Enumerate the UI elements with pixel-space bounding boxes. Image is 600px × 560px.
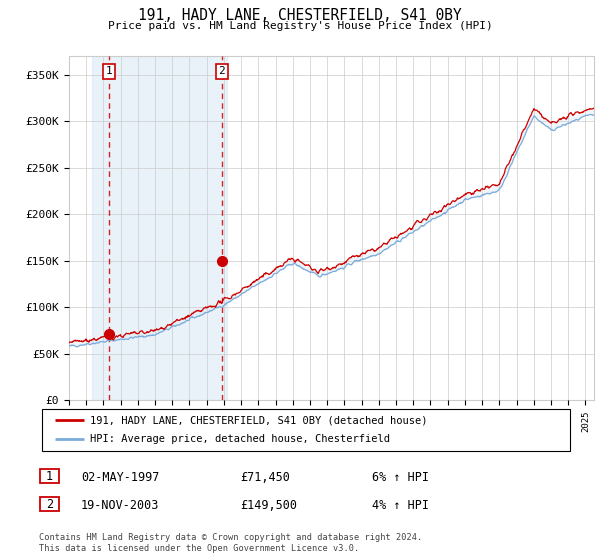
Text: 1: 1 xyxy=(46,469,53,483)
Text: 1: 1 xyxy=(106,67,112,77)
Text: 191, HADY LANE, CHESTERFIELD, S41 0BY (detached house): 191, HADY LANE, CHESTERFIELD, S41 0BY (d… xyxy=(89,415,427,425)
Text: 6% ↑ HPI: 6% ↑ HPI xyxy=(372,470,429,484)
Text: 2: 2 xyxy=(46,497,53,511)
Text: 191, HADY LANE, CHESTERFIELD, S41 0BY: 191, HADY LANE, CHESTERFIELD, S41 0BY xyxy=(138,8,462,24)
Text: HPI: Average price, detached house, Chesterfield: HPI: Average price, detached house, Ches… xyxy=(89,435,389,445)
Text: 4% ↑ HPI: 4% ↑ HPI xyxy=(372,498,429,512)
Bar xyxy=(92,56,227,400)
Text: £149,500: £149,500 xyxy=(240,498,297,512)
Text: £71,450: £71,450 xyxy=(240,470,290,484)
Text: Contains HM Land Registry data © Crown copyright and database right 2024.
This d: Contains HM Land Registry data © Crown c… xyxy=(39,533,422,553)
Text: 19-NOV-2003: 19-NOV-2003 xyxy=(81,498,160,512)
Text: 02-MAY-1997: 02-MAY-1997 xyxy=(81,470,160,484)
Text: 2: 2 xyxy=(218,67,225,77)
Text: Price paid vs. HM Land Registry's House Price Index (HPI): Price paid vs. HM Land Registry's House … xyxy=(107,21,493,31)
